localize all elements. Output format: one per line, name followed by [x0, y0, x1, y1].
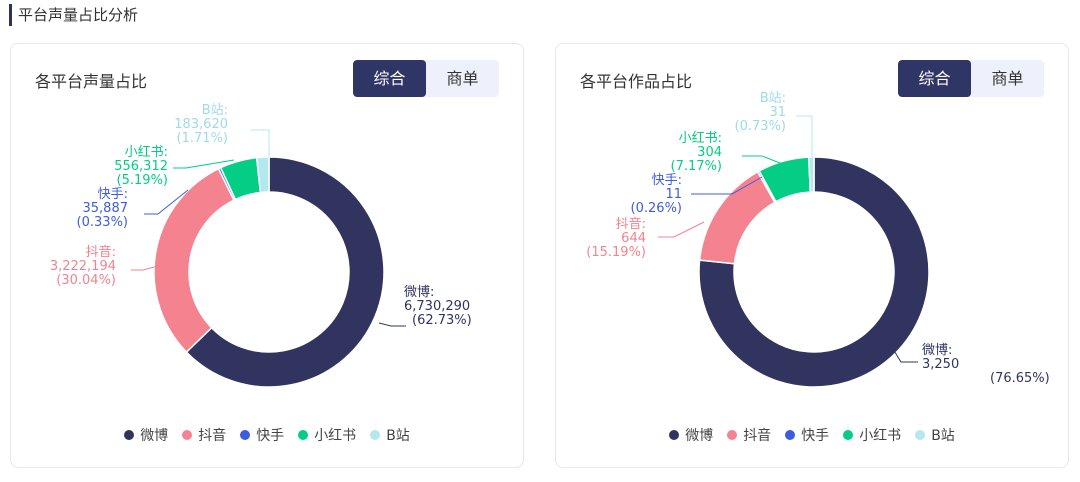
legend-label: 微博 — [140, 428, 169, 444]
slice-label-text: 304 — [697, 145, 722, 160]
legend-item-xiaohongshu[interactable]: 小红书 — [843, 425, 901, 445]
chart-card-works: 各平台作品占比 综合 商单 微博: 3,250 (76.65%) 抖音: 644 (15.… — [555, 43, 1069, 468]
legend-label: 小红书 — [859, 428, 902, 444]
slice-label-text: 小红书: — [679, 130, 722, 146]
legend-dot — [843, 430, 854, 440]
legend-label: 小红书 — [314, 428, 357, 444]
label-leader-line — [742, 155, 786, 166]
legend-item-weibo[interactable]: 微博 — [669, 425, 713, 445]
toggle-sponsored-button[interactable]: 商单 — [446, 69, 479, 88]
slice-label-text: 3,222,194 — [50, 259, 116, 274]
chart-legend: 微博 抖音 快手 小红书 B站 — [556, 425, 1068, 445]
legend-item-kuaishou[interactable]: 快手 — [785, 425, 829, 445]
legend-item-bilibili[interactable]: B站 — [915, 425, 955, 445]
legend-label: 快手 — [256, 428, 285, 444]
card-title: 各平台声量占比 — [35, 72, 148, 91]
slice-label-text: B站: — [760, 91, 786, 106]
legend-item-weibo[interactable]: 微博 — [124, 425, 168, 445]
slice-label-text: (5.19%) — [117, 173, 168, 188]
donut-slice-0[interactable] — [698, 156, 930, 388]
slice-label-text: 644 — [621, 231, 646, 246]
legend-item-bilibili[interactable]: B站 — [370, 425, 410, 445]
label-leader-line — [173, 159, 235, 169]
legend-dot — [370, 430, 381, 440]
slice-label-text: 556,312 — [114, 159, 168, 174]
toggle-comprehensive-button[interactable]: 综合 — [898, 60, 971, 97]
slice-label-text: (7.17%) — [671, 159, 722, 174]
donut-slice-4[interactable] — [255, 156, 270, 194]
slice-label-text: (0.73%) — [735, 119, 786, 134]
view-toggle: 综合 商单 — [898, 60, 1044, 97]
toggle-comprehensive-button[interactable]: 综合 — [353, 60, 426, 97]
legend-item-xiaohongshu[interactable]: 小红书 — [298, 425, 356, 445]
slice-label-text: 31 — [769, 105, 786, 120]
slice-label-text: 快手: — [652, 173, 682, 188]
legend-dot — [727, 430, 738, 440]
label-leader-line — [658, 221, 705, 238]
slice-label-text: 小红书: — [125, 144, 168, 160]
slice-label-text: (62.73%) — [412, 313, 472, 328]
donut-chart: 微博:6,730,290(62.73%) 抖音:3,222,194(30.04%)… — [50, 103, 472, 388]
slice-label-text: 35,887 — [83, 201, 129, 216]
card-title: 各平台作品占比 — [580, 72, 693, 91]
donut-slice-4[interactable] — [807, 156, 815, 193]
label-leader-line — [691, 176, 763, 195]
legend-dot — [669, 430, 680, 440]
legend-item-douyin[interactable]: 抖音 — [727, 425, 771, 445]
slice-label-text: (0.26%) — [631, 201, 682, 216]
legend-label: B站 — [931, 428, 955, 444]
legend-label: 抖音 — [743, 428, 772, 444]
slice-label-text: 微博: — [922, 343, 952, 358]
slice-label-text: (1.71%) — [177, 131, 228, 146]
donut-slice-1[interactable] — [153, 167, 235, 354]
toggle-sponsored-button[interactable]: 商单 — [991, 69, 1024, 88]
slice-label-text: 快手: — [98, 187, 128, 202]
legend-item-douyin[interactable]: 抖音 — [182, 425, 226, 445]
legend-label: 微博 — [685, 428, 714, 444]
slice-label-text: 3,250 — [922, 357, 959, 372]
label-leader-line — [131, 265, 159, 271]
legend-item-kuaishou[interactable]: 快手 — [240, 425, 284, 445]
legend-dot — [915, 430, 926, 440]
slice-label-text: 6,730,290 — [404, 299, 470, 314]
donut-chart: 微博:3,250 (76.65%) 抖音:644(15.19%) 快手:11(0.26… — [586, 91, 1050, 388]
slice-label-text: (0.33%) — [77, 215, 128, 230]
view-toggle: 综合 商单 — [353, 60, 499, 97]
slice-label-text: (30.04%) — [56, 273, 116, 288]
slice-label-text: 抖音: — [616, 216, 646, 232]
label-leader-line — [796, 115, 813, 158]
legend-dot — [124, 430, 135, 440]
slice-label-text: 微博: — [404, 285, 434, 300]
legend-label: B站 — [386, 428, 410, 444]
legend-dot — [298, 430, 309, 440]
label-leader-line — [892, 348, 918, 363]
slice-label-text: (76.65%) — [990, 371, 1050, 386]
label-leader-line — [144, 189, 189, 215]
slice-label-text: 11 — [665, 187, 682, 202]
slice-label-text: 183,620 — [174, 117, 228, 132]
chart-legend: 微博 抖音 快手 小红书 B站 — [11, 425, 523, 445]
label-leader-line — [251, 129, 270, 158]
legend-dot — [785, 430, 796, 440]
legend-label: 抖音 — [198, 428, 227, 444]
legend-label: 快手 — [801, 428, 830, 444]
chart-card-volume: 各平台声量占比 综合 商单 微博: 6,730,290 (62.73%) 抖音: 3,2… — [10, 43, 524, 468]
legend-dot — [182, 430, 193, 440]
donut-slice-0[interactable] — [185, 156, 385, 388]
label-leader-line — [378, 322, 406, 327]
slice-label-text: 抖音: — [86, 244, 116, 260]
legend-dot — [240, 430, 251, 440]
donut-slice-1[interactable] — [698, 170, 776, 265]
slice-label-text: (15.19%) — [586, 245, 646, 260]
section-title: 平台声量占比分析 — [9, 4, 138, 26]
slice-label-text: B站: — [202, 103, 228, 118]
